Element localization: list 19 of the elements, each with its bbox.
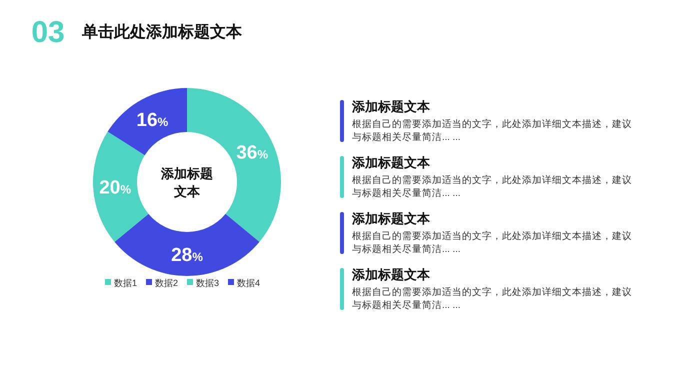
text: 根据自己的需要添加适当的文字，此处添加详细文本描述，建议与标题相关尽量简洁... ... [352, 118, 633, 144]
legend-label: 数据4 [237, 278, 260, 288]
text: 添加标题文本 [352, 98, 430, 116]
text: 添加标题文本 [352, 266, 430, 284]
text: 03 [31, 16, 65, 49]
text: 根据自己的需要添加适当的文字，此处添加详细文本描述，建议与标题相关尽量简洁... ... [352, 230, 633, 256]
chart-title: 单击此处添加标题文本 [81, 23, 243, 41]
text: 根据自己的需要添加适当的文字，此处添加详细文本描述，建议与标题相关尽量简洁... ... [352, 174, 633, 200]
legend-label: 数据3 [196, 278, 220, 288]
text: 添加标题文本 [352, 210, 430, 228]
legend-label: 数据1 [114, 278, 138, 288]
data-label: 16% [136, 110, 169, 131]
text: 根据自己的需要添加适当的文字，此处添加详细文本描述，建议与标题相关尽量简洁... ... [352, 286, 633, 312]
legend-label: 数据2 [155, 278, 178, 288]
data-label: 20% [99, 178, 132, 199]
text: 添加标题文本 [352, 154, 430, 172]
data-label: 36% [236, 142, 268, 164]
data-label: 28% [171, 245, 204, 266]
text: 添加标题文本 [160, 166, 213, 199]
